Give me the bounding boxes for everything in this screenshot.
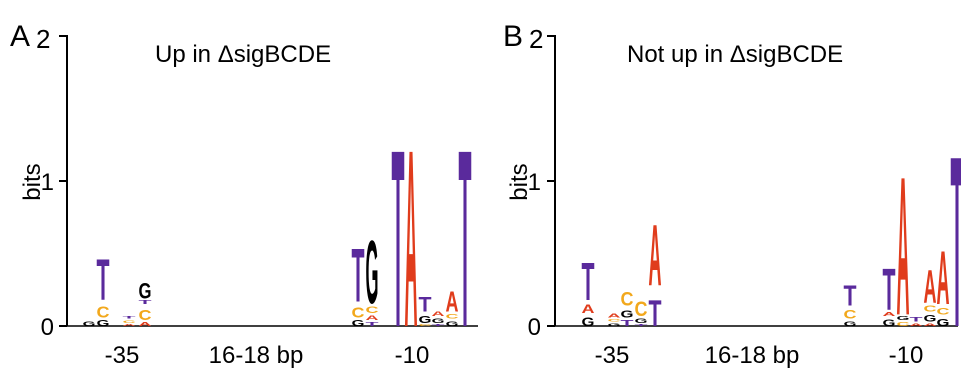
logo-letter-a: A bbox=[649, 208, 662, 305]
logo-letter-g: G bbox=[896, 316, 909, 322]
logo-letter-c: C bbox=[621, 289, 634, 311]
y-tick-label-1: 1 bbox=[528, 169, 541, 196]
logo-letter-g: G bbox=[96, 319, 109, 328]
logo-letter-g: G bbox=[635, 317, 648, 324]
logo-letter-a: A bbox=[366, 314, 379, 321]
y-axis-label: bits bbox=[19, 163, 46, 200]
logo-letter-t: T bbox=[581, 251, 594, 312]
logo-letter-g: G bbox=[608, 322, 621, 327]
logo-letter-g: G bbox=[418, 313, 431, 325]
logo-letter-a: A bbox=[910, 322, 924, 327]
logo-letter-c: C bbox=[897, 321, 911, 327]
panel-subscript-y-max: 2 bbox=[36, 24, 50, 54]
logo-letter-t: T bbox=[122, 315, 136, 319]
logo-letter-t: T bbox=[620, 319, 633, 328]
logo-letter-t: T bbox=[392, 98, 405, 372]
logo-letter-t: T bbox=[459, 98, 472, 372]
logo-letter-g: G bbox=[351, 319, 364, 328]
logo-letter-c: C bbox=[419, 324, 432, 327]
logo-letter-a: A bbox=[123, 324, 136, 327]
logo-letter-a: A bbox=[139, 321, 153, 327]
region-label-minus10: -10 bbox=[889, 342, 924, 369]
logo-letter-c: C bbox=[97, 303, 110, 321]
logo-letter-g: G bbox=[620, 307, 633, 319]
y-axis-label: bits bbox=[506, 163, 533, 200]
logo-letter-a: A bbox=[924, 260, 937, 313]
logo-letter-g: G bbox=[432, 317, 445, 324]
logo-letter-t: T bbox=[648, 294, 661, 334]
logo-letter-g: G bbox=[366, 222, 379, 322]
logo-letter-a: A bbox=[897, 136, 910, 357]
region-label-minus10: -10 bbox=[395, 342, 430, 369]
logo-letter-a: A bbox=[883, 311, 897, 317]
logo-letter-g: G bbox=[844, 320, 857, 327]
logo-letter-t: T bbox=[951, 105, 961, 372]
panel-title: Up in ΔsigBCDE bbox=[155, 41, 331, 68]
panel-title: Not up in ΔsigBCDE bbox=[627, 41, 843, 68]
panel-b: B 2 Not up in ΔsigBCDE bits 1 0 -35 16-1… bbox=[503, 20, 961, 372]
logo-letter-a: A bbox=[937, 235, 950, 320]
panel-a: A 2 Up in ΔsigBCDE bits 1 0 -35 16-18 bp… bbox=[10, 20, 478, 372]
logo-letter-t: T bbox=[634, 324, 648, 327]
logo-letter-t: T bbox=[97, 248, 110, 313]
logo-letter-t: T bbox=[419, 294, 432, 317]
logo-letter-c: C bbox=[608, 318, 622, 323]
logo-letter-g: G bbox=[446, 320, 459, 327]
logo-letter-c: C bbox=[635, 298, 648, 322]
logo-letter-c: C bbox=[139, 308, 152, 324]
panel-subscript-y-max: 2 bbox=[529, 24, 543, 54]
logo-letter-a: A bbox=[432, 310, 445, 317]
region-label-minus35: -35 bbox=[595, 342, 630, 369]
panel-letter: B bbox=[503, 20, 523, 53]
logo-stacks: GATGCATGCTGCTAGCTGATCGAATAGCAGCAT bbox=[581, 105, 961, 372]
y-tick-label-0: 0 bbox=[528, 314, 541, 341]
logo-letter-c: C bbox=[937, 307, 950, 317]
y-tick-label-1: 1 bbox=[41, 169, 54, 196]
logo-letter-a: A bbox=[582, 303, 595, 316]
region-label-minus35: -35 bbox=[105, 342, 140, 369]
logo-letter-c: C bbox=[446, 313, 459, 320]
logo-letter-c: C bbox=[366, 305, 379, 315]
panel-letter: A bbox=[10, 20, 30, 53]
logo-letter-c: C bbox=[924, 304, 937, 313]
logo-letter-a: A bbox=[608, 313, 622, 319]
logo-letter-t: T bbox=[909, 316, 923, 323]
logo-letter-g: G bbox=[936, 316, 949, 328]
logo-letter-g: G bbox=[582, 316, 595, 329]
logo-letter-t: T bbox=[431, 324, 445, 327]
logo-letter-c: C bbox=[352, 305, 365, 321]
logo-letter-a: A bbox=[446, 286, 459, 318]
logo-letter-g: G bbox=[83, 320, 96, 327]
logo-letter-g: G bbox=[139, 279, 152, 304]
logo-letter-c: C bbox=[123, 319, 137, 324]
logo-letter-g: G bbox=[883, 318, 896, 328]
logo-letter-t: T bbox=[883, 258, 896, 323]
region-label-spacer: 16-18 bp bbox=[209, 342, 304, 369]
logo-letter-g: G bbox=[924, 313, 937, 323]
logo-letter-t: T bbox=[844, 281, 857, 313]
logo-letter-t: T bbox=[139, 300, 153, 306]
region-label-spacer: 16-18 bp bbox=[705, 342, 800, 369]
logo-letter-c: C bbox=[844, 309, 857, 322]
y-tick-label-0: 0 bbox=[41, 314, 54, 341]
logo-letter-a: A bbox=[405, 99, 418, 372]
logo-letter-t: T bbox=[352, 232, 365, 318]
logo-letter-a: A bbox=[924, 322, 938, 327]
logo-letter-t: T bbox=[366, 322, 380, 328]
